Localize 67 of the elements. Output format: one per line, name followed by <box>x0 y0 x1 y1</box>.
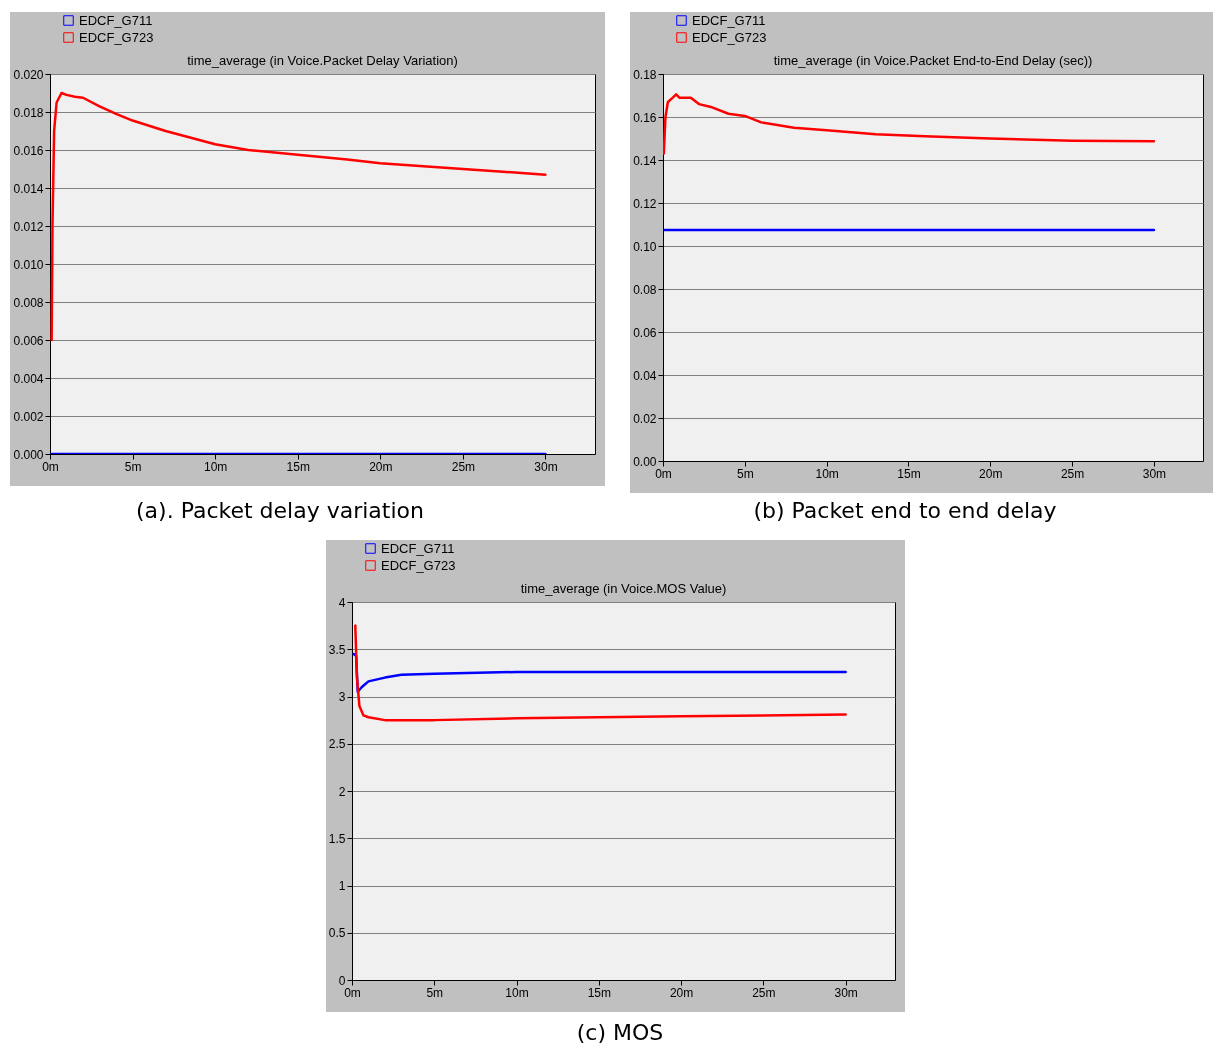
x-tick-label: 20m <box>979 466 1003 481</box>
legend-label: EDCF_G723 <box>381 557 456 573</box>
x-tick-label: 0m <box>42 459 59 474</box>
y-tick-label: 3.5 <box>328 642 346 657</box>
y-tick-label: 0.02 <box>633 411 657 426</box>
x-tick-label: 10m <box>505 985 529 1000</box>
y-tick-label: 0.002 <box>13 409 44 424</box>
y-tick-label: 0.14 <box>633 153 657 168</box>
x-tick-label: 0m <box>344 985 361 1000</box>
y-tick-label: 0.018 <box>13 105 44 120</box>
y-tick-label: 0.04 <box>633 368 657 383</box>
y-tick-label: 0.12 <box>633 196 657 211</box>
y-tick-label: 0.18 <box>633 67 657 82</box>
y-tick-label: 0.000 <box>13 447 44 462</box>
x-tick-label: 15m <box>897 466 921 481</box>
chart-title: time_average (in Voice.Packet Delay Variation) <box>187 53 458 68</box>
legend-label: EDCF_G723 <box>79 29 154 45</box>
y-tick-label: 0.016 <box>13 143 44 158</box>
x-tick-label: 10m <box>815 466 839 481</box>
x-tick-label: 5m <box>736 466 754 481</box>
y-tick-label: 2 <box>338 784 346 799</box>
legend-label: EDCF_G723 <box>692 29 767 45</box>
y-tick-label: 0.16 <box>633 110 657 125</box>
y-tick-label: 0.006 <box>13 333 44 348</box>
y-tick-label: 3 <box>338 690 346 704</box>
y-tick-label: 2.5 <box>328 737 346 752</box>
x-tick-label: 20m <box>669 985 694 1000</box>
x-tick-label: 5m <box>426 985 444 1000</box>
x-tick-label: 30m <box>834 985 858 1000</box>
x-tick-label: 25m <box>752 985 776 1000</box>
y-tick-label: 0.10 <box>633 239 657 254</box>
x-tick-label: 30m <box>534 459 558 474</box>
chart-title: time_average (in Voice.MOS Value) <box>520 581 727 596</box>
x-tick-label: 15m <box>286 459 310 474</box>
line-series <box>352 652 847 694</box>
chart-title: time_average (in Voice.Packet End-to-End Delay (sec)) <box>773 53 1093 68</box>
line-series <box>663 93 1156 155</box>
y-tick-label: 0.012 <box>13 219 44 234</box>
line-series <box>50 91 547 342</box>
y-tick-label: 0.014 <box>13 181 44 196</box>
text: (b) Packet end to end delay <box>753 498 1057 523</box>
y-tick-label: 0 <box>338 973 346 988</box>
y-tick-label: 1 <box>338 879 346 893</box>
y-tick-label: 0.08 <box>633 282 657 297</box>
y-tick-label: 0.008 <box>13 295 44 310</box>
x-tick-label: 20m <box>369 459 393 474</box>
x-tick-label: 25m <box>451 459 476 474</box>
x-tick-label: 5m <box>124 459 142 474</box>
x-tick-label: 30m <box>1142 466 1167 481</box>
text: (c) MOS <box>576 1020 664 1045</box>
y-tick-label: 0.06 <box>633 325 657 340</box>
legend-label: EDCF_G711 <box>692 12 766 28</box>
y-tick-label: 0.004 <box>13 371 44 386</box>
x-tick-label: 10m <box>203 459 228 474</box>
x-tick-label: 15m <box>587 985 611 1000</box>
y-tick-label: 4 <box>338 595 346 610</box>
y-tick-label: 0.020 <box>13 67 44 82</box>
legend-label: EDCF_G711 <box>79 12 153 28</box>
y-tick-label: 0.5 <box>328 926 346 941</box>
text: (a). Packet delay variation <box>136 498 424 523</box>
legend-label: EDCF_G711 <box>381 540 455 556</box>
x-tick-label: 25m <box>1060 466 1085 481</box>
line-series <box>354 624 847 722</box>
x-tick-label: 0m <box>655 466 672 481</box>
y-tick-label: 0.010 <box>13 257 44 272</box>
y-tick-label: 0.00 <box>633 454 657 469</box>
y-tick-label: 1.5 <box>328 831 346 846</box>
